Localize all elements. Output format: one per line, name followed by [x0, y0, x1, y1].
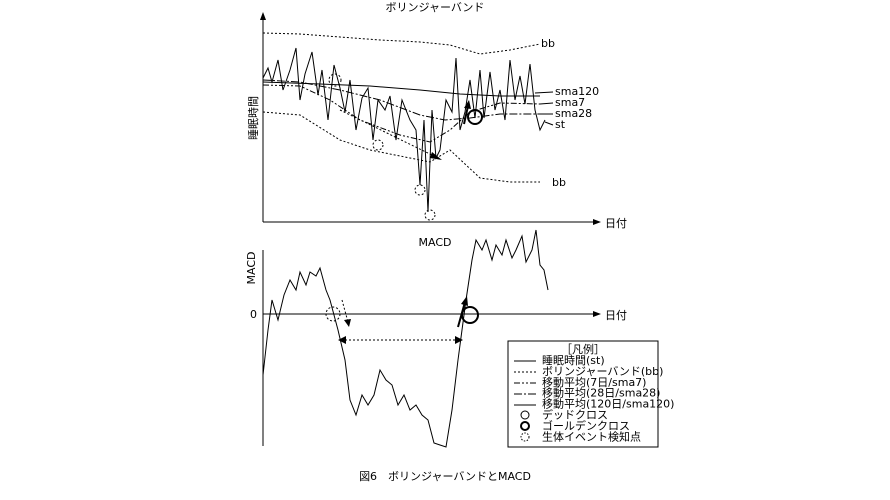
- line-label: bb: [541, 37, 555, 50]
- zero-label: 0: [250, 308, 257, 321]
- line-label: sma7: [555, 96, 585, 109]
- line-label: st: [555, 118, 566, 131]
- legend-item: 移動平均(28日/sma28): [542, 386, 660, 400]
- top-x-label: 日付: [605, 217, 627, 230]
- line-label: sma28: [555, 107, 592, 120]
- legend-item: 移動平均(7日/sma7): [542, 375, 646, 389]
- top-y-label: 睡眠時間: [247, 96, 260, 140]
- top-lines: [262, 32, 546, 221]
- legend-item: ボリンジャーバンド(bb): [542, 365, 663, 378]
- macd-line: [262, 229, 549, 448]
- top-title: ボリンジャーバンド: [386, 1, 485, 14]
- legend-keys: [514, 360, 536, 442]
- line-label: bb: [552, 176, 566, 189]
- bottom-title: MACD: [419, 236, 452, 249]
- line-label: sma120: [555, 85, 599, 98]
- legend-title: ［凡例］: [561, 342, 605, 356]
- caption: 図6 ボリンジャーバンドとMACD: [359, 470, 531, 483]
- top-axes: [260, 12, 601, 225]
- label-leaders: [534, 91, 554, 126]
- legend-item: 移動平均(120日/sma120): [542, 397, 674, 411]
- legend-item: 睡眠時間(st): [542, 354, 605, 367]
- bottom-x-label: 日付: [605, 309, 627, 322]
- legend-item: ゴールデンクロス: [542, 418, 630, 432]
- legend-item: 生体イベント検知点: [542, 429, 641, 443]
- legend-item: デッドクロス: [542, 408, 608, 422]
- bottom-y-label: MACD: [245, 252, 258, 285]
- bottom-axes: [262, 250, 601, 446]
